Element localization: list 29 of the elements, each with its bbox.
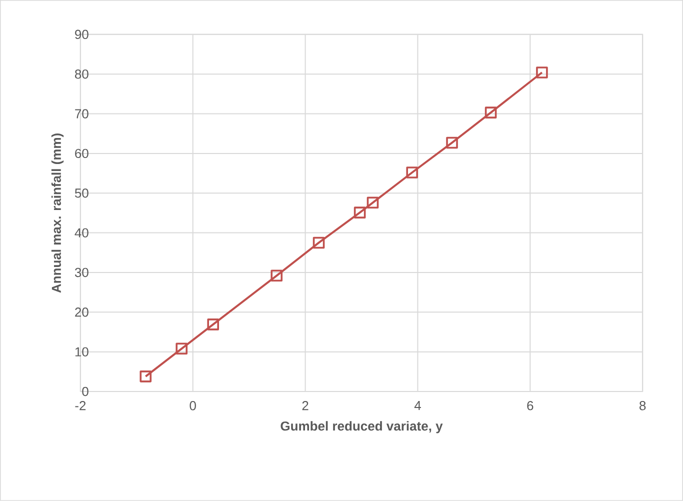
y-tick-label: 30 [74, 268, 88, 278]
point [176, 342, 188, 355]
y-tick-label: 0 [82, 386, 88, 396]
x-tick-label: 4 [414, 401, 421, 410]
y-tick-label: 10 [75, 347, 88, 356]
point [140, 370, 152, 382]
y-tick-label: 90 [75, 30, 88, 40]
point [312, 236, 325, 249]
y-axis-title: Annual max. rainfall (mm) [51, 134, 64, 293]
y-tick-label: 20 [75, 308, 88, 317]
x-tick-label: 0 [190, 401, 196, 410]
point [536, 66, 548, 78]
x-tick-label: 2 [302, 401, 308, 410]
point [484, 106, 497, 119]
x-tick-label: 6 [527, 401, 534, 410]
y-tick-label: 50 [74, 188, 88, 198]
point [354, 206, 366, 218]
y-tick-label: 60 [75, 148, 88, 158]
x-tick-label: 8 [640, 401, 646, 410]
y-tick-label: 40 [74, 228, 88, 238]
point [406, 166, 418, 178]
point [270, 270, 283, 282]
y-tick-label: 70 [75, 109, 88, 118]
point [446, 136, 458, 149]
point [207, 318, 219, 330]
x-tick-label: -2 [75, 401, 86, 410]
x-axis-title: Gumbel reduced variate, y [280, 421, 443, 434]
y-tick-label: 80 [75, 70, 88, 79]
point [366, 196, 379, 209]
